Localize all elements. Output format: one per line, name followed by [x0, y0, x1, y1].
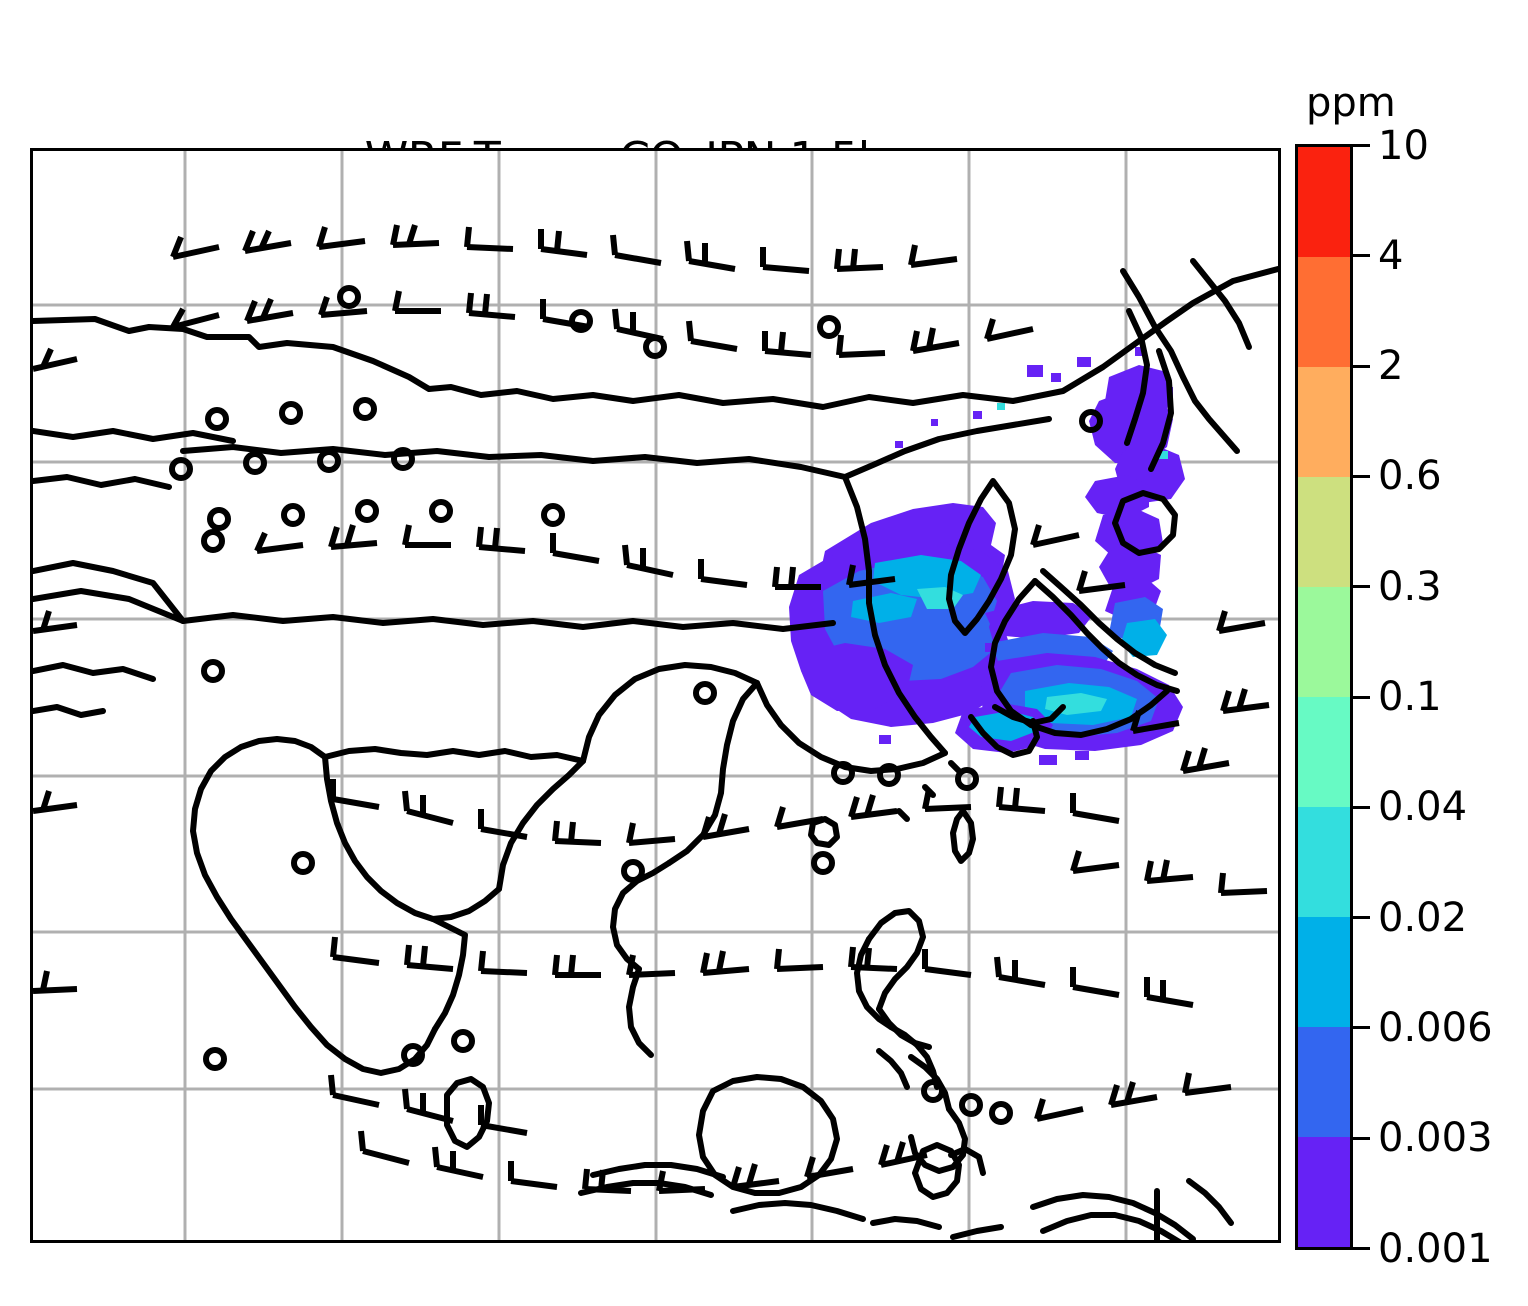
coastlines	[33, 258, 1278, 1240]
colorbar-tick-mark	[1353, 1136, 1370, 1140]
colorbar-band-4-2	[1298, 257, 1350, 367]
colorbar-tick-mark	[1353, 254, 1370, 258]
co-tracer-plume	[789, 347, 1185, 765]
colorbar-tick-mark	[1353, 805, 1370, 809]
colorbar-tick-mark	[1353, 1247, 1370, 1250]
colorbar-tick-label: 0.001	[1378, 1225, 1493, 1272]
colorbar-tick-mark	[1353, 585, 1370, 589]
colorbar-tick-mark	[1353, 695, 1370, 699]
colorbar-band-0.003-0.001	[1298, 1137, 1350, 1247]
colorbar-tick-label: 0.04	[1378, 784, 1468, 831]
map-plot-area[interactable]	[30, 148, 1281, 1243]
wind-barbs	[33, 224, 1270, 1194]
colorbar-tick-label: 4	[1378, 232, 1404, 279]
colorbar-tick-label: 2	[1378, 343, 1404, 390]
colorbar-band-0.1-0.04	[1298, 697, 1350, 807]
colorbar-band-0.6-0.3	[1298, 477, 1350, 587]
colorbar-tick-label: 0.006	[1378, 1004, 1493, 1051]
colorbar-tick-mark	[1353, 364, 1370, 368]
colorbar-band-0.02-0.006	[1298, 917, 1350, 1027]
colorbar[interactable]	[1295, 144, 1353, 1250]
colorbar-band-0.3-0.1	[1298, 587, 1350, 697]
colorbar-tick-label: 0.003	[1378, 1115, 1493, 1162]
colorbar-tick-mark	[1353, 916, 1370, 920]
colorbar-band-0.006-0.003	[1298, 1027, 1350, 1137]
map-graphic	[33, 151, 1278, 1240]
colorbar-band-0.04-0.02	[1298, 807, 1350, 917]
colorbar-tick-mark	[1353, 474, 1370, 478]
colorbar-tick-label: 0.3	[1378, 563, 1442, 610]
colorbar-tick-label: 10	[1378, 122, 1429, 169]
colorbar-tick-label: 0.6	[1378, 453, 1442, 500]
colorbar-tick-label: 0.1	[1378, 674, 1442, 720]
colorbar-band-2-0.6	[1298, 367, 1350, 477]
colorbar-tick-labels: 10 4 2 0.6 0.3 0.1 0.04 0.02 0.006 0.003 0.001	[1353, 126, 1523, 1269]
colorbar-units-label: ppm	[1306, 80, 1396, 126]
colorbar-tick-mark	[1353, 1026, 1370, 1030]
colorbar-band-10-4	[1298, 147, 1350, 257]
colorbar-tick-label: 0.02	[1378, 894, 1468, 941]
colorbar-tick-mark	[1353, 144, 1370, 147]
